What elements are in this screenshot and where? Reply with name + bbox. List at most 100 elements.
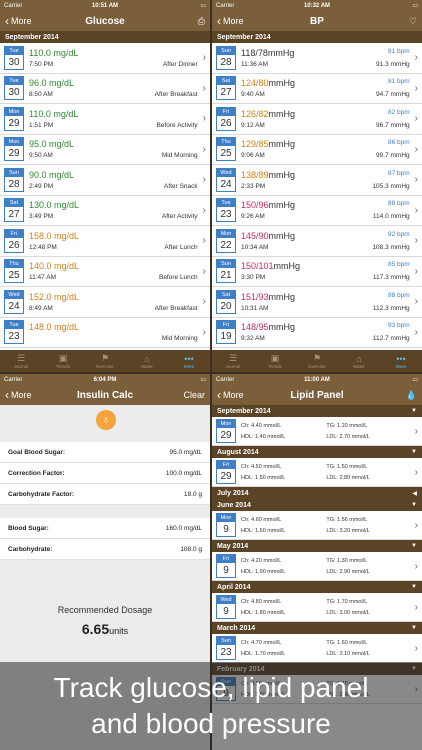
tab-journal[interactable]: ☰ Journal [212, 350, 254, 372]
caret-icon: ▼ [411, 584, 417, 590]
calc-row[interactable]: Carbohydrate: 108.0 g [0, 539, 210, 560]
calc-value[interactable]: 95.0 mg/dL [169, 448, 202, 456]
date-weekday: Wed [217, 168, 235, 177]
date-weekday: Tue [5, 77, 23, 86]
calc-row[interactable]: Correction Factor: 100.0 mg/dL [0, 463, 210, 484]
glucose-row[interactable]: Sat 27 130.0 mg/dL 3:49 PM After Activity › [0, 196, 210, 226]
back-button[interactable]: ‹ More [5, 15, 32, 27]
tab-more[interactable]: ••• More [380, 350, 422, 372]
calc-value[interactable]: 108.0 g [180, 545, 202, 553]
back-button[interactable]: ‹ More [217, 15, 244, 27]
back-label: More [11, 390, 32, 400]
pulse-value: 88 bpm [387, 200, 410, 208]
tab-label: More [395, 363, 407, 369]
lipid-row[interactable]: Mon 9 Ch: 4.60 mmol/L TG: 1.56 mmol/L HDL: 1… [212, 511, 422, 540]
tab-exercise[interactable]: ⚑ Exercise [296, 350, 338, 372]
date-weekday: Wed [217, 596, 235, 604]
bp-row[interactable]: Fri 19 148/95 mmHg 93 bpm 9:32 AM 112.7 mmHg › [212, 318, 422, 348]
glucose-row[interactable]: Thu 25 140.0 mg/dL 11:47 AM Before Lunch › [0, 257, 210, 287]
exercise-icon: ⚑ [312, 353, 322, 363]
date-badge: Wed 9 [216, 595, 236, 619]
glucose-row[interactable]: Wed 24 152.0 mg/dL 8:49 AM After Breakfast › [0, 287, 210, 318]
drop-icon[interactable]: 💧 [405, 389, 417, 400]
tab-trends[interactable]: ▣ Trends [42, 350, 84, 372]
glucose-row[interactable]: Sun 28 90.0 mg/dL 2:49 PM After Snack › [0, 165, 210, 196]
ldl-value: LDL: 2.70 mmol/L [326, 433, 370, 440]
glucose-row[interactable]: Tue 30 110.0 mg/dL 7:50 PM After Dinner › [0, 43, 210, 74]
back-button[interactable]: ‹ More [217, 389, 244, 401]
bp-row[interactable]: Mon 22 145/90 mmHg 92 bpm 10:34 AM 108.3 mmHg… [212, 226, 422, 257]
bp-unit: mmHg [268, 169, 296, 180]
glucose-row[interactable]: Tue 30 96.0 mg/dL 8:50 AM After Breakfast › [0, 74, 210, 104]
section-header[interactable]: March 2014 ▼ [212, 622, 422, 634]
lipid-row[interactable]: Fri 9 Ch: 4.20 mmol/L TG: 1.30 mmol/L HDL: 1… [212, 552, 422, 581]
bp-row[interactable]: Sun 21 150/101 mmHg 85 bpm 3:30 PM 117.3 mmHg… [212, 257, 422, 287]
section-header[interactable]: September 2014 ▼ [212, 405, 422, 417]
glucose-value: 110.0 mg/dL [29, 108, 79, 119]
calc-row[interactable]: Carbohydrate Factor: 18.0 g [0, 484, 210, 505]
nav-bar: ‹ More Lipid Panel 💧 [212, 385, 422, 405]
section-header[interactable]: August 2014 ▼ [212, 446, 422, 458]
bp-value: 148/95 [241, 322, 269, 333]
tab-exercise[interactable]: ⚑ Exercise [84, 350, 126, 372]
row-line-2: 9:06 AM 99.7 mmHg [241, 152, 410, 159]
glucose-row[interactable]: Fri 26 158.0 mg/dL 12:48 PM After Lunch › [0, 226, 210, 257]
glucose-row[interactable]: Mon 29 110.0 mg/dL 1:51 PM Before Activity › [0, 104, 210, 135]
row-content: 150/101 mmHg 85 bpm 3:30 PM 117.3 mmHg [241, 261, 410, 281]
calc-value[interactable]: 18.0 g [183, 490, 202, 498]
lipid-row[interactable]: Wed 9 Ch: 4.80 mmol/L TG: 1.70 mmol/L HDL: 1… [212, 593, 422, 622]
back-button[interactable]: ‹ More [5, 389, 32, 401]
water-icon: ⌂ [356, 353, 362, 364]
date-weekday: Mon [217, 229, 235, 238]
reading-time: 12:48 PM [29, 243, 57, 251]
row-line-2: 9:32 AM 112.7 mmHg [241, 335, 410, 342]
date-day: 29 [8, 117, 20, 129]
bp-row[interactable]: Wed 24 138/89 mmHg 87 bpm 2:33 PM 105.3 mmHg › [212, 165, 422, 196]
calc-row[interactable]: Goal Blood Sugar: 95.0 mg/dL [0, 442, 210, 463]
lipid-row[interactable]: Mon 29 Ch: 4.40 mmol/L TG: 1.20 mmol/L HDL: … [212, 417, 422, 446]
tab-more[interactable]: ••• More [168, 350, 210, 372]
lipid-row[interactable]: Sun 23 Ch: 4.70 mmol/L TG: 1.60 mmol/L HDL: … [212, 634, 422, 663]
journal-icon: ☰ [16, 353, 26, 363]
lipid-row[interactable]: Fri 29 Ch: 4.50 mmol/L TG: 1.50 mmol/L HDL: … [212, 458, 422, 487]
chevron-left-icon: ‹ [217, 14, 221, 28]
glucose-row[interactable]: Mon 29 95.0 mg/dL 9:50 AM Mid Morning › [0, 135, 210, 165]
bp-row[interactable]: Thu 25 129/85 mmHg 86 bpm 9:06 AM 99.7 mmHg › [212, 135, 422, 165]
map-value: 108.3 mmHg [372, 243, 410, 251]
reading-time: 3:49 PM [29, 213, 54, 221]
date-weekday: Sat [5, 199, 23, 208]
map-value: 91.3 mmHg [376, 60, 410, 68]
ldl-value: LDL: 3.00 mmol/L [326, 609, 370, 616]
section-header[interactable]: July 2014 ◀ [212, 487, 422, 499]
chevron-right-icon: › [414, 52, 418, 64]
tab-water[interactable]: ⌂ Water [338, 350, 380, 372]
section-header[interactable]: May 2014 ▼ [212, 540, 422, 552]
tab-journal[interactable]: ☰ Journal [0, 350, 42, 372]
hdl-value: HDL: 1.80 mmol/L [241, 609, 286, 616]
section-header: September 2014 [212, 31, 422, 43]
bp-row[interactable]: Fri 26 126/82 mmHg 82 bpm 9:12 AM 96.7 mmHg › [212, 104, 422, 135]
section-label: September 2014 [217, 407, 271, 415]
calc-value[interactable]: 100.0 mg/dL [165, 469, 202, 477]
glucose-row[interactable]: Tue 23 148.0 mg/dL Mid Morning › [0, 318, 210, 348]
clear-button[interactable]: Clear [183, 390, 205, 400]
tab-trends[interactable]: ▣ Trends [254, 350, 296, 372]
row-line-2: 12:48 PM After Lunch [29, 244, 198, 251]
caret-icon: ▼ [411, 502, 417, 508]
bp-row[interactable]: Tue 23 150/96 mmHg 88 bpm 9:26 AM 114.0 mmHg › [212, 196, 422, 226]
section-header[interactable]: June 2014 ▼ [212, 499, 422, 511]
reading-time: 9:50 AM [29, 152, 53, 160]
heart-icon[interactable]: ♡ [408, 15, 417, 26]
date-badge: Mon 29 [216, 419, 236, 443]
bp-row[interactable]: Sat 20 151/93 mmHg 88 bpm 10:31 AM 112.3 mmHg… [212, 287, 422, 318]
row-content: 151/93 mmHg 88 bpm 10:31 AM 112.3 mmHg [241, 292, 410, 312]
calc-value[interactable]: 160.0 mg/dL [165, 524, 202, 532]
section-header[interactable]: April 2014 ▼ [212, 581, 422, 593]
export-icon[interactable]: ⎙ [197, 15, 205, 26]
bp-row[interactable]: Sat 27 124/80 mmHg 81 bpm 9:40 AM 94.7 mmHg › [212, 74, 422, 104]
bp-row[interactable]: Sun 28 118/78 mmHg 81 bpm 11:36 AM 91.3 mmHg › [212, 43, 422, 74]
row-line-1: 124/80 mmHg 81 bpm [241, 78, 410, 88]
tab-water[interactable]: ⌂ Water [126, 350, 168, 372]
calc-row[interactable]: Blood Sugar: 160.0 mg/dL [0, 518, 210, 539]
pulse-value: 85 bpm [387, 261, 410, 269]
